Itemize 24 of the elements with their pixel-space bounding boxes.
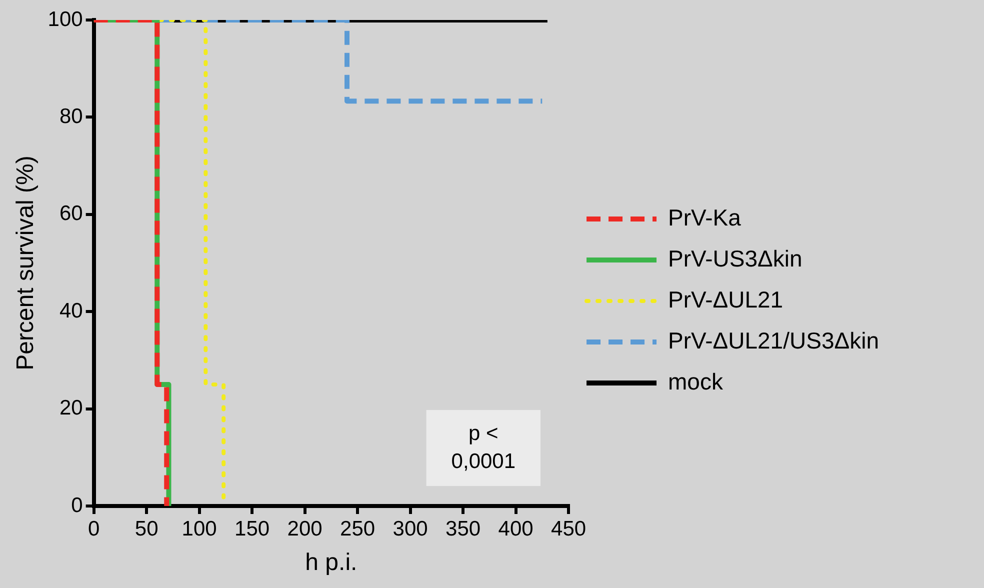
y-axis-title: Percent survival (%) xyxy=(12,156,40,370)
x-tick-label: 50 xyxy=(134,517,158,540)
x-tick-label: 0 xyxy=(88,517,100,540)
legend-label: PrV-US3Δkin xyxy=(668,245,802,272)
x-tick-label: 400 xyxy=(498,517,534,540)
y-tick-label: 60 xyxy=(59,202,83,226)
legend-label: PrV-ΔUL21/US3Δkin xyxy=(668,327,880,354)
y-tick-label: 80 xyxy=(59,104,83,128)
legend-label: mock xyxy=(668,368,724,394)
x-tick-label: 150 xyxy=(234,517,270,540)
x-tick-label: 450 xyxy=(551,517,586,540)
y-tick-label: 20 xyxy=(59,396,83,420)
x-tick-label: 250 xyxy=(340,517,376,540)
x-tick-label: 350 xyxy=(446,517,481,540)
legend-label: PrV-Ka xyxy=(668,204,742,230)
y-tick-label: 40 xyxy=(59,299,83,322)
x-axis-title: h p.i. xyxy=(305,549,358,576)
legend-label: PrV-ΔUL21 xyxy=(668,286,784,312)
x-tick-label: 100 xyxy=(182,517,217,540)
y-tick-label: 100 xyxy=(48,8,83,31)
annotation: p < 0,0001 xyxy=(451,422,516,473)
y-tick-label: 0 xyxy=(71,494,83,517)
x-tick-label: 200 xyxy=(287,517,322,540)
x-tick-label: 300 xyxy=(392,517,428,540)
